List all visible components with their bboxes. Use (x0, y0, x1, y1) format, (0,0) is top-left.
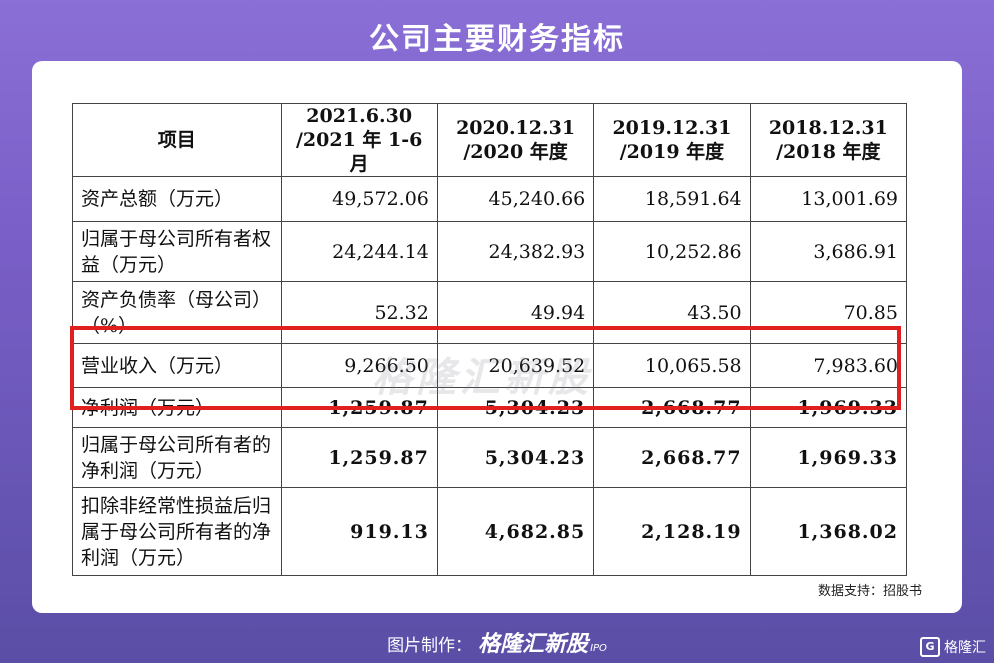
cell-value: 49,572.06 (280, 176, 438, 222)
cell-value: 5,304.23 (436, 427, 595, 488)
cell-value: 10,065.58 (593, 343, 751, 388)
table-row: 营业收入（万元） 9,266.50 20,639.52 10,065.58 7,… (72, 343, 908, 388)
cell-value: 10,252.86 (593, 221, 751, 282)
cell-value: 43.50 (593, 281, 751, 344)
table-row: 扣除非经常性损益后归属于母公司所有者的净利润（万元） 919.13 4,682.… (72, 487, 908, 576)
header-2020: 2020.12.31/2020 年度 (436, 103, 595, 177)
cell-value: 9,266.50 (280, 343, 438, 388)
footer-prefix: 图片制作： (387, 636, 473, 656)
table-header-row: 项目 2021.6.30/2021 年 1-6 月 2020.12.31/202… (72, 103, 908, 177)
cell-value: 3,686.91 (749, 221, 908, 282)
header-2018: 2018.12.31/2018 年度 (749, 103, 908, 177)
corner-logo: G 格隆汇 (920, 637, 986, 657)
cell-value: 13,001.69 (749, 176, 908, 222)
footer-brand: 格隆汇新股 (478, 632, 589, 657)
cell-value: 5,304.23 (436, 387, 595, 428)
cell-value: 52.32 (280, 281, 438, 344)
cell-value: 1,259.87 (280, 387, 438, 428)
cell-value: 49.94 (436, 281, 595, 344)
financial-table: 项目 2021.6.30/2021 年 1-6 月 2020.12.31/202… (72, 103, 908, 576)
source-note: 数据支持：招股书 (817, 584, 922, 599)
footer-credit: 图片制作： 格隆汇新股 IPO (0, 626, 994, 658)
cell-value: 70.85 (749, 281, 908, 344)
cell-value: 24,382.93 (436, 221, 595, 282)
row-label: 资产负债率（母公司）（%） (72, 281, 282, 344)
table-row: 资产总额（万元） 49,572.06 45,240.66 18,591.64 1… (72, 176, 908, 222)
cell-value: 2,668.77 (593, 387, 751, 428)
logo-icon: G (920, 637, 940, 657)
row-label: 资产总额（万元） (72, 176, 282, 222)
cell-value: 1,969.33 (749, 427, 908, 488)
row-label: 归属于母公司所有者权益（万元） (72, 221, 282, 282)
table-row: 归属于母公司所有者的净利润（万元） 1,259.87 5,304.23 2,66… (72, 427, 908, 488)
cell-value: 18,591.64 (593, 176, 751, 222)
header-2021h1: 2021.6.30/2021 年 1-6 月 (280, 103, 438, 177)
row-label: 扣除非经常性损益后归属于母公司所有者的净利润（万元） (72, 487, 282, 576)
table-row: 资产负债率（母公司）（%） 52.32 49.94 43.50 70.85 (72, 281, 908, 344)
cell-value: 1,368.02 (749, 487, 908, 576)
page-title: 公司主要财务指标 (369, 22, 625, 57)
logo-text: 格隆汇 (944, 640, 986, 656)
cell-value: 7,983.60 (749, 343, 908, 388)
cell-value: 2,128.19 (593, 487, 751, 576)
cell-value: 919.13 (280, 487, 438, 576)
content-card: 项目 2021.6.30/2021 年 1-6 月 2020.12.31/202… (32, 61, 962, 613)
table-row: 净利润（万元） 1,259.87 5,304.23 2,668.77 1,969… (72, 387, 908, 428)
cell-value: 45,240.66 (436, 176, 595, 222)
cell-value: 2,668.77 (593, 427, 751, 488)
table-row: 归属于母公司所有者权益（万元） 24,244.14 24,382.93 10,2… (72, 221, 908, 282)
cell-value: 4,682.85 (436, 487, 595, 576)
cell-value: 20,639.52 (436, 343, 595, 388)
row-label: 归属于母公司所有者的净利润（万元） (72, 427, 282, 488)
footer-ipo: IPO (590, 643, 607, 654)
cell-value: 24,244.14 (280, 221, 438, 282)
cell-value: 1,969.33 (749, 387, 908, 428)
row-label: 净利润（万元） (72, 387, 282, 428)
header-2019: 2019.12.31/2019 年度 (593, 103, 751, 177)
row-label: 营业收入（万元） (72, 343, 282, 388)
header-item: 项目 (72, 103, 282, 177)
cell-value: 1,259.87 (280, 427, 438, 488)
